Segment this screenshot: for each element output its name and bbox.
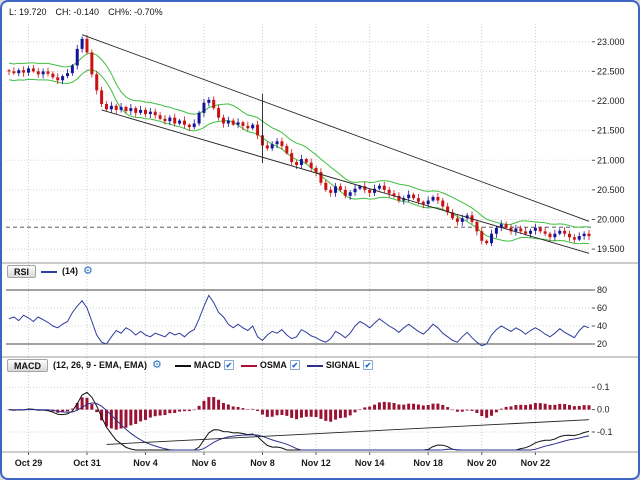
rsi-settings-icon[interactable]: ⚙ [83, 264, 93, 277]
legend-item-macd[interactable]: MACD ✔ [174, 360, 234, 370]
svg-text:22.000: 22.000 [597, 96, 625, 106]
svg-text:Nov 8: Nov 8 [250, 458, 275, 468]
legend-item-signal[interactable]: SIGNAL ✔ [306, 360, 373, 370]
rsi-header: RSI (14) ⚙ [7, 264, 93, 278]
legend-checkbox[interactable]: ✔ [223, 360, 234, 370]
svg-text:Nov 22: Nov 22 [521, 458, 551, 468]
legend-item-osma[interactable]: OSMA ✔ [240, 360, 300, 370]
rsi-title[interactable]: RSI [7, 264, 37, 278]
price-change: CH: -0.140 [55, 7, 100, 17]
svg-text:0.0: 0.0 [597, 405, 610, 415]
macd-settings-icon[interactable]: ⚙ [152, 358, 162, 371]
svg-text:21.000: 21.000 [597, 155, 625, 165]
svg-text:Nov 12: Nov 12 [301, 458, 331, 468]
legend-swatch [240, 364, 257, 367]
price-change-percent: CH%: -0.70% [108, 7, 163, 17]
legend-label: OSMA [259, 360, 287, 370]
svg-text:Nov 6: Nov 6 [192, 458, 217, 468]
svg-text:40: 40 [597, 321, 607, 331]
svg-text:20.500: 20.500 [597, 185, 625, 195]
svg-text:Nov 20: Nov 20 [467, 458, 497, 468]
svg-text:-0.1: -0.1 [597, 427, 613, 437]
macd-title[interactable]: MACD [7, 358, 48, 372]
svg-text:Oct 31: Oct 31 [73, 458, 101, 468]
svg-text:Nov 14: Nov 14 [355, 458, 385, 468]
legend-label: SIGNAL [325, 360, 360, 370]
svg-text:0.1: 0.1 [597, 382, 610, 392]
legend-swatch [174, 364, 191, 367]
rsi-params: (14) [62, 266, 79, 276]
svg-text:22.500: 22.500 [597, 66, 625, 76]
legend-checkbox[interactable]: ✔ [362, 360, 373, 370]
macd-params: (12, 26, 9 - EMA, EMA) [53, 360, 148, 370]
legend-label: MACD [193, 360, 221, 370]
svg-text:23.000: 23.000 [597, 37, 625, 47]
legend-swatch [306, 364, 323, 367]
legend-checkbox[interactable]: ✔ [289, 360, 300, 370]
svg-text:20.000: 20.000 [597, 214, 625, 224]
last-price: L: 19.720 [9, 7, 47, 17]
svg-text:Oct 29: Oct 29 [15, 458, 43, 468]
price-info-bar: L: 19.720 CH: -0.140 CH%: -0.70% [9, 7, 163, 17]
svg-text:20: 20 [597, 339, 607, 349]
svg-text:Nov 4: Nov 4 [133, 458, 158, 468]
macd-legend: MACD ✔ OSMA ✔ SIGNAL ✔ [174, 360, 373, 370]
svg-text:21.500: 21.500 [597, 126, 625, 136]
svg-text:60: 60 [597, 303, 607, 313]
svg-text:19.500: 19.500 [597, 244, 625, 254]
svg-text:Nov 18: Nov 18 [413, 458, 443, 468]
svg-text:80: 80 [597, 285, 607, 295]
macd-header: MACD (12, 26, 9 - EMA, EMA) ⚙ MACD ✔ OSMA ✔… [7, 358, 373, 372]
rsi-line-swatch [41, 270, 58, 273]
